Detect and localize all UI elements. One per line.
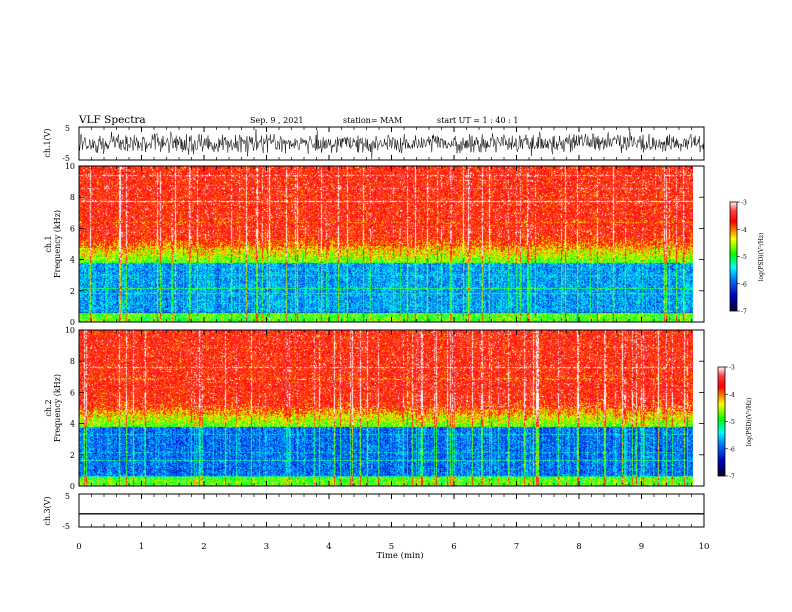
ch1-waveform-trace: [78, 129, 704, 160]
start-ut-label: start UT = 1 : 40 : 1: [437, 116, 518, 125]
ch1-spec-ylabel-line1: ch.1: [44, 235, 53, 252]
time-tick-label: 8: [576, 542, 581, 552]
ch1-spectrogram-panel: 0 2 4 6 8 10 ch.1 Frequency (kHz): [44, 162, 705, 327]
ch1-waveform-panel: 5 -5 ch.1(V): [43, 124, 705, 163]
ch3-ylabel: ch.3(V): [43, 496, 52, 525]
colorbar-tick-label: -6: [741, 281, 747, 288]
ch2-spec-ylabel-line1: ch.2: [44, 399, 53, 416]
colorbar-tick-label: -5: [729, 419, 735, 426]
ch3-waveform-panel: 5 -5 ch.3(V): [43, 492, 705, 531]
colorbar-tick-label: -6: [729, 446, 735, 453]
time-tick-label: 2: [201, 542, 206, 552]
ch1-ytick-bottom: -5: [62, 154, 70, 163]
time-ticks: [78, 127, 705, 527]
ch1-colorbar: -3 -4 -5 -6 -7 log(PSD)(V²/Hz): [729, 200, 765, 316]
freq-tick-label: 4: [70, 256, 75, 265]
freq-tick-label: 2: [70, 287, 75, 296]
freq-tick-label: 0: [70, 318, 75, 327]
freq-tick-label: 2: [70, 451, 75, 460]
freq-tick-label: 4: [70, 420, 75, 429]
time-tick-label: 0: [76, 542, 81, 552]
station-label: station= MAM: [343, 116, 402, 125]
freq-tick-label: 0: [70, 482, 75, 491]
colorbar-tick-label: -7: [729, 474, 735, 481]
freq-tick-label: 10: [65, 326, 75, 335]
time-tick-label: 6: [451, 542, 456, 552]
colorbar-tick-label: -4: [729, 392, 735, 399]
freq-tick-label: 6: [70, 224, 75, 233]
colorbar-tick-label: -4: [741, 227, 747, 234]
time-tick-label: 3: [264, 542, 269, 552]
time-tick-label: 1: [139, 542, 144, 552]
ch1-waveform-path: [78, 129, 704, 160]
freq-tick-label: 8: [70, 193, 75, 202]
ch2-freq-axis: 0 2 4 6 8 10: [65, 326, 704, 491]
ch2-spec-ylabel-line2: Frequency (kHz): [53, 374, 62, 442]
time-axis-label: Time (min): [376, 550, 423, 561]
time-tick-label: 10: [699, 542, 710, 552]
ch1-freq-axis: 0 2 4 6 8 10: [65, 162, 704, 327]
figure-title: VLF Spectra: [78, 114, 146, 126]
ch2-spectrogram-panel: 0 2 4 6 8 10 ch.2 Frequency (kHz): [44, 326, 705, 491]
ch3-ytick-top: 5: [65, 492, 70, 501]
time-axis-labels: 0 1 2 3 4 5 6 7 8 9 10: [76, 542, 709, 552]
ch2-spectrogram-image: [79, 330, 693, 486]
ch1-ytick-top: 5: [65, 124, 70, 133]
date-label: Sep. 9 , 2021: [250, 116, 304, 125]
colorbar-tick-label: -7: [741, 309, 747, 316]
ch2-colorbar: -3 -4 -5 -6 -7 log(PSD)(V²/Hz): [717, 365, 753, 481]
colorbar-tick-label: -3: [741, 200, 747, 207]
ch1-spectrogram-image: [79, 166, 693, 322]
ch1-spec-ylabel-line2: Frequency (kHz): [53, 210, 62, 278]
colorbar-tick-label: -5: [741, 254, 747, 261]
time-tick-label: 4: [326, 542, 331, 552]
time-tick-label: 9: [639, 542, 644, 552]
freq-tick-label: 6: [70, 388, 75, 397]
time-tick-label: 5: [389, 542, 394, 552]
ch1-ylabel: ch.1(V): [43, 128, 52, 157]
ch1-colorbar-label: log(PSD)(V²/Hz): [758, 233, 765, 282]
time-tick-label: 7: [514, 542, 519, 552]
ch2-colorbar-label: log(PSD)(V²/Hz): [746, 398, 753, 447]
ch3-ytick-bottom: -5: [62, 522, 70, 531]
freq-tick-label: 10: [65, 162, 75, 171]
freq-tick-label: 8: [70, 357, 75, 366]
colorbar-tick-label: -3: [729, 365, 735, 372]
